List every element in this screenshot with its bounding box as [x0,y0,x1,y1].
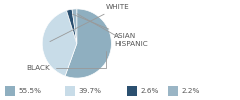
Wedge shape [66,9,77,44]
Text: HISPANIC: HISPANIC [77,14,148,47]
Text: BLACK: BLACK [27,51,106,71]
Text: 2.2%: 2.2% [182,88,200,94]
Text: ASIAN: ASIAN [72,14,136,39]
Bar [168,86,178,96]
Wedge shape [72,9,77,43]
Bar [65,86,75,96]
Bar [127,86,137,96]
Wedge shape [65,9,111,78]
Text: 55.5%: 55.5% [18,88,42,94]
Text: WHITE: WHITE [50,4,130,42]
Text: 2.6%: 2.6% [141,88,159,94]
Wedge shape [42,10,77,76]
Text: 39.7%: 39.7% [78,88,102,94]
Bar [5,86,15,96]
